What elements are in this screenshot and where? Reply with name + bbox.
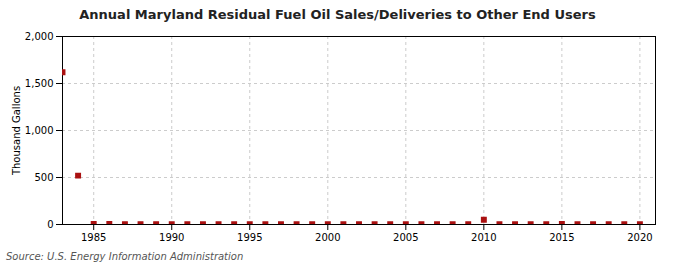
svg-text:0: 0 xyxy=(47,219,53,230)
svg-text:2000: 2000 xyxy=(315,232,340,243)
svg-text:2005: 2005 xyxy=(393,232,418,243)
svg-text:2010: 2010 xyxy=(471,232,496,243)
svg-text:500: 500 xyxy=(34,172,53,183)
svg-text:1990: 1990 xyxy=(159,232,184,243)
svg-text:1,000: 1,000 xyxy=(25,125,54,136)
html-text:Source: U.S. Energy Informatio: Source: U.S. Energy Information Administ… xyxy=(6,251,244,262)
html-text:Annual Maryland Residual Fuel: Annual Maryland Residual Fuel Oil Sales/… xyxy=(79,7,596,22)
svg-text:Thousand Gallons: Thousand Gallons xyxy=(11,86,22,176)
svg-text:2020: 2020 xyxy=(627,232,652,243)
svg-text:1985: 1985 xyxy=(81,232,106,243)
svg-text:2015: 2015 xyxy=(549,232,574,243)
svg-text:1995: 1995 xyxy=(237,232,262,243)
svg-text:1,500: 1,500 xyxy=(25,78,54,89)
svg-text:2,000: 2,000 xyxy=(25,31,54,42)
